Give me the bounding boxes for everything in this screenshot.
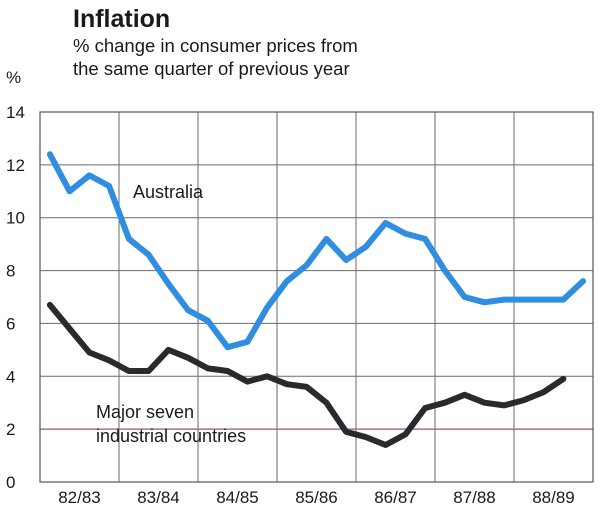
x-tick-label-1: 83/84 <box>137 488 180 507</box>
y-tick-label-8: 8 <box>6 262 15 281</box>
y-tick-label-2: 2 <box>6 420 15 439</box>
x-tick-label-2: 84/85 <box>216 488 259 507</box>
chart-subtitle-line-2: the same quarter of previous year <box>73 58 350 79</box>
y-tick-labels: 0 2 4 6 8 10 12 14 <box>6 103 25 492</box>
plot-area <box>40 112 593 482</box>
y-tick-label-6: 6 <box>6 314 15 333</box>
plot-background <box>40 112 593 482</box>
y-tick-label-4: 4 <box>6 367 15 386</box>
series-label-major-seven-line-2: industrial countries <box>96 426 246 446</box>
series-line-1 <box>46 301 567 448</box>
y-axis-unit-label: % <box>6 68 21 87</box>
series-line-0 <box>46 151 587 351</box>
series-label-australia: Australia <box>133 182 204 202</box>
x-tick-label-5: 87/88 <box>453 488 496 507</box>
series-group <box>46 151 587 448</box>
x-tick-label-4: 86/87 <box>374 488 417 507</box>
y-tick-label-12: 12 <box>6 156 25 175</box>
x-tick-labels: 82/83 83/84 84/85 85/86 86/87 87/88 88/89 <box>58 488 575 507</box>
x-tick-label-6: 88/89 <box>532 488 575 507</box>
x-tick-label-0: 82/83 <box>58 488 101 507</box>
gridlines <box>40 112 593 482</box>
y-tick-label-14: 14 <box>6 103 25 122</box>
plot-border <box>39 111 594 483</box>
chart-subtitle-line-1: % change in consumer prices from <box>73 35 358 56</box>
y-tick-label-10: 10 <box>6 209 25 228</box>
y-tick-label-0: 0 <box>6 473 15 492</box>
x-tick-label-3: 85/86 <box>295 488 338 507</box>
plot-frame <box>39 111 594 483</box>
chart-title: Inflation <box>73 5 170 33</box>
series-label-major-seven-line-1: Major seven <box>96 402 194 422</box>
